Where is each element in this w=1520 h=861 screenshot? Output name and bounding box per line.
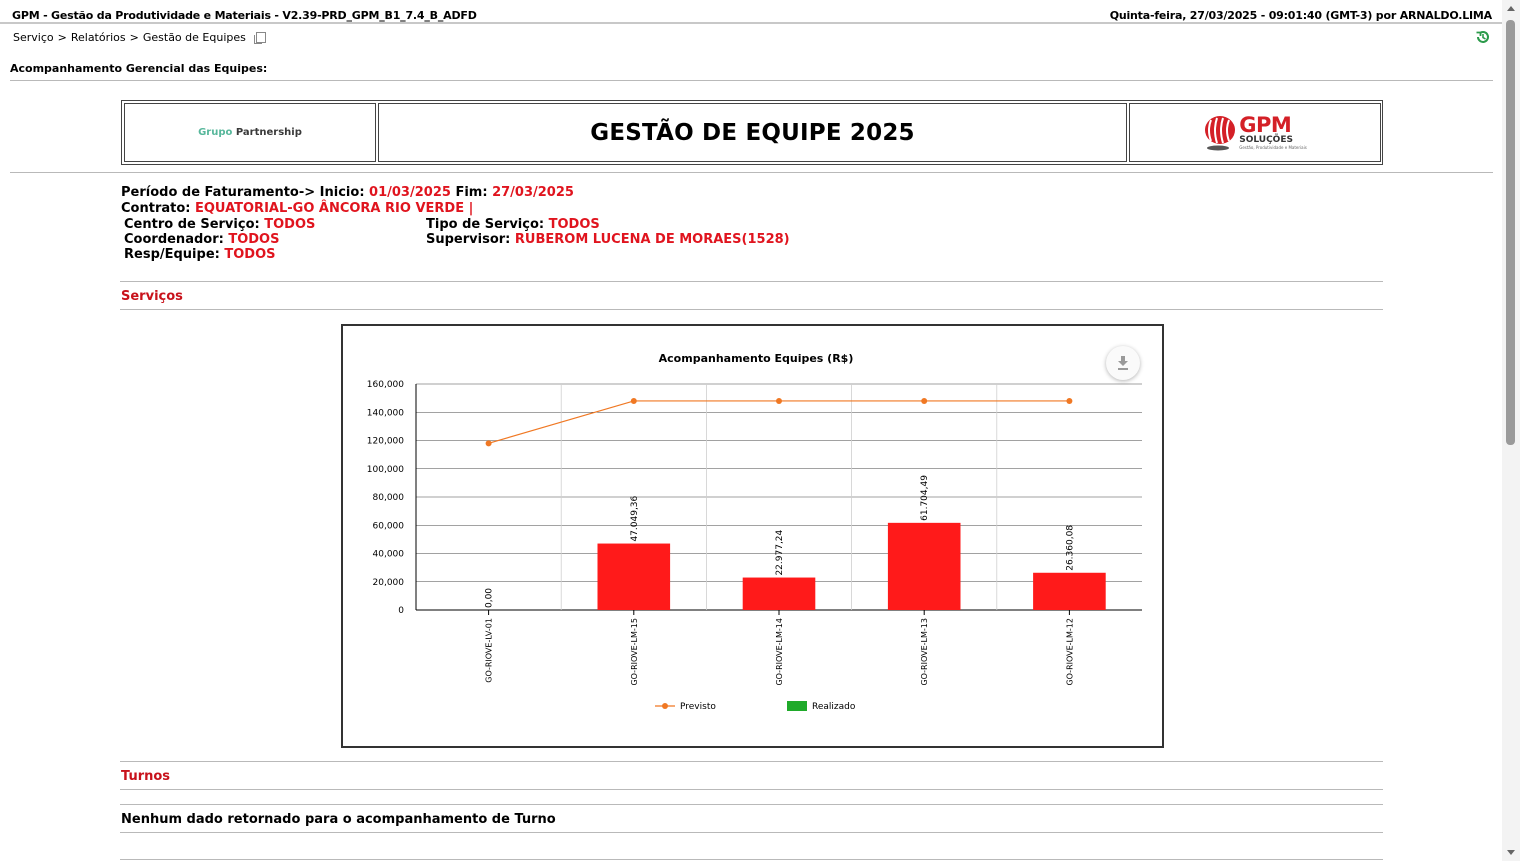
y-tick-label: 100,000 <box>367 465 404 475</box>
banner-title-cell: GESTÃO DE EQUIPE 2025 <box>378 103 1127 162</box>
divider <box>120 859 1383 860</box>
centro-value: TODOS <box>264 217 316 232</box>
breadcrumb-item-servico[interactable]: Serviço <box>13 31 54 44</box>
turnos-empty-message: Nenhum dado retornado para o acompanhame… <box>121 812 556 827</box>
y-tick-label: 20,000 <box>373 578 405 588</box>
point-previsto <box>776 397 782 404</box>
gpm-logo-mark <box>1205 115 1236 150</box>
bar-data-label: 26.360,08 <box>1065 525 1075 571</box>
bar-realizado <box>1033 572 1106 610</box>
bar-data-label: 22.977,24 <box>775 529 785 575</box>
bar-data-label: 0,00 <box>485 588 495 608</box>
section-turnos-title: Turnos <box>121 769 171 784</box>
divider <box>120 309 1383 310</box>
periodo-fim: 27/03/2025 <box>492 185 574 200</box>
legend-realizado-label: Realizado <box>812 702 856 712</box>
vertical-scrollbar[interactable] <box>1502 0 1520 861</box>
y-tick-label: 120,000 <box>367 437 404 447</box>
contrato-label: Contrato: <box>121 201 191 216</box>
download-icon <box>1118 356 1128 370</box>
point-previsto <box>485 440 492 447</box>
bar-data-label: 61.704,49 <box>920 475 930 521</box>
page-heading: Acompanhamento Gerencial das Equipes: <box>10 62 268 75</box>
chart-canvas: Acompanhamento Equipes (R$) 0 20,000 40,000… <box>367 352 1142 712</box>
point-previsto <box>1066 397 1073 404</box>
bar-realizado <box>742 577 816 610</box>
fim-label: Fim: <box>455 185 488 200</box>
session-info: Quinta-feira, 27/03/2025 - 09:01:40 (GMT… <box>1109 9 1492 22</box>
servicos-chart: Acompanhamento Equipes (R$) 0 20,000 40,000… <box>341 324 1164 748</box>
centro-label: Centro de Serviço: <box>124 217 260 232</box>
divider <box>120 832 1383 833</box>
bar-realizado <box>887 522 961 610</box>
coordenador-value: TODOS <box>228 232 280 247</box>
legend-previsto-marker <box>662 703 668 709</box>
chart-title: Acompanhamento Equipes (R$) <box>659 352 854 365</box>
divider <box>120 804 1383 805</box>
tipo-label: Tipo de Serviço: <box>426 217 545 232</box>
breadcrumb-separator: > <box>129 31 139 44</box>
gpm-logo: GPM SOLUÇÕES Gestão, Produtividade e Mat… <box>1203 114 1307 152</box>
section-servicos-title: Serviços <box>121 289 183 304</box>
report-banner: Grupo Partnership GESTÃO DE EQUIPE 2025 … <box>121 100 1383 165</box>
point-previsto <box>630 397 637 404</box>
breadcrumb: Serviço > Relatórios > Gestão de Equipes <box>13 31 266 44</box>
y-tick-label: 160,000 <box>367 380 404 390</box>
resp-label: Resp/Equipe: <box>124 247 220 262</box>
periodo-inicio: 01/03/2025 <box>369 185 451 200</box>
partner-logo: Grupo Partnership <box>198 127 302 138</box>
bar-realizado <box>597 543 671 610</box>
supervisor-value: RUBEROM LUCENA DE MORAES(1528) <box>514 232 790 247</box>
tipo-value: TODOS <box>548 217 600 232</box>
supervisor-label: Supervisor: <box>426 232 511 247</box>
point-previsto <box>921 397 928 404</box>
banner-title: GESTÃO DE EQUIPE 2025 <box>590 119 915 146</box>
breadcrumb-item-relatorios[interactable]: Relatórios <box>70 31 126 44</box>
x-tick-label: GO-RIOVE-LM-13 <box>920 618 929 686</box>
legend-previsto-label: Previsto <box>680 702 716 712</box>
contrato-value: EQUATORIAL-GO ÂNCORA RIO VERDE | <box>195 201 474 216</box>
bar-data-label: 47.049,36 <box>630 495 640 541</box>
breadcrumb-item-gestao-equipes: Gestão de Equipes <box>142 31 246 44</box>
copy-icon[interactable] <box>253 31 266 44</box>
divider <box>120 761 1383 762</box>
divider <box>10 172 1493 173</box>
gpm-logo-cell: GPM SOLUÇÕES Gestão, Produtividade e Mat… <box>1129 103 1381 162</box>
x-tick-label: GO-RIOVE-LM-15 <box>630 618 639 686</box>
y-tick-label: 80,000 <box>373 493 405 503</box>
divider <box>10 80 1493 81</box>
y-tick-label: 40,000 <box>373 550 405 560</box>
x-tick-label: GO-RIOVE-LM-12 <box>1065 618 1074 686</box>
scroll-up-arrow[interactable] <box>1507 6 1515 11</box>
y-tick-label: 0 <box>398 606 404 616</box>
line-previsto <box>488 400 1070 444</box>
partner-logo-cell: Grupo Partnership <box>124 103 376 162</box>
legend-realizado-swatch <box>787 701 807 711</box>
periodo-label: Período de Faturamento-> Inicio: <box>121 185 365 200</box>
scroll-down-arrow[interactable] <box>1507 850 1515 855</box>
coordenador-label: Coordenador: <box>124 232 224 247</box>
divider <box>120 789 1383 790</box>
app-title: GPM - Gestão da Produtividade e Materiai… <box>12 9 477 22</box>
chart-download-button[interactable] <box>1106 346 1140 380</box>
y-tick-label: 60,000 <box>373 521 405 531</box>
history-icon[interactable] <box>1475 29 1491 45</box>
scroll-thumb[interactable] <box>1506 20 1515 445</box>
x-tick-label: GO-RIOVE-LM-14 <box>775 618 784 686</box>
resp-value: TODOS <box>224 247 276 262</box>
x-tick-label: GO-RIOVE-LV-01 <box>485 618 494 683</box>
divider <box>120 281 1383 282</box>
y-tick-label: 140,000 <box>367 408 404 418</box>
title-bar: GPM - Gestão da Produtividade e Materiai… <box>0 0 1502 24</box>
breadcrumb-separator: > <box>57 31 67 44</box>
